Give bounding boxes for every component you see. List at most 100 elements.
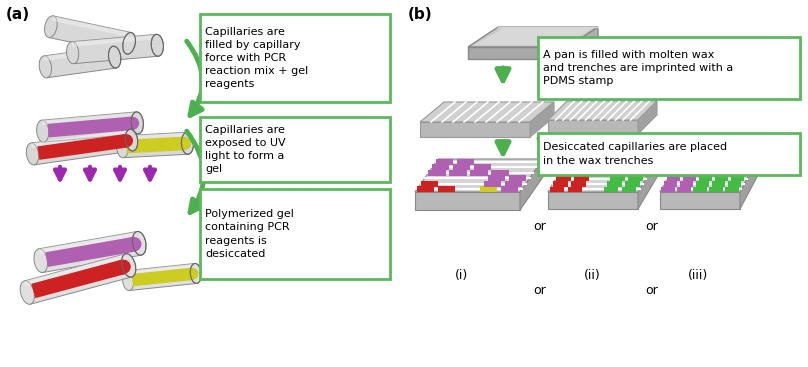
Polygon shape	[638, 160, 657, 209]
Text: or: or	[536, 132, 549, 145]
Polygon shape	[607, 181, 621, 187]
Polygon shape	[660, 192, 740, 209]
Polygon shape	[673, 165, 686, 171]
FancyBboxPatch shape	[200, 14, 390, 102]
Polygon shape	[505, 181, 522, 186]
Polygon shape	[484, 181, 501, 186]
Ellipse shape	[125, 129, 137, 151]
Ellipse shape	[131, 112, 144, 134]
Polygon shape	[470, 170, 488, 175]
Polygon shape	[739, 160, 753, 166]
Polygon shape	[480, 186, 497, 192]
Polygon shape	[667, 176, 680, 181]
Polygon shape	[718, 171, 731, 176]
Polygon shape	[566, 160, 580, 166]
Polygon shape	[660, 160, 757, 192]
Ellipse shape	[27, 143, 39, 165]
Polygon shape	[664, 181, 677, 187]
Polygon shape	[621, 186, 637, 192]
Polygon shape	[699, 176, 712, 181]
Polygon shape	[638, 101, 657, 134]
Polygon shape	[48, 16, 132, 54]
FancyBboxPatch shape	[200, 117, 390, 182]
Polygon shape	[628, 176, 642, 181]
Polygon shape	[31, 129, 131, 148]
Polygon shape	[625, 181, 639, 187]
Polygon shape	[474, 164, 491, 170]
Text: (ii): (ii)	[583, 269, 600, 281]
Polygon shape	[53, 16, 132, 37]
Polygon shape	[508, 175, 526, 181]
Polygon shape	[548, 120, 638, 134]
Polygon shape	[740, 160, 757, 209]
Ellipse shape	[39, 56, 52, 78]
Polygon shape	[127, 264, 196, 275]
Polygon shape	[453, 164, 470, 170]
Text: (i): (i)	[456, 269, 469, 281]
Text: Polymerized gel
containing PCR
reagents is
desiccated: Polymerized gel containing PCR reagents …	[205, 209, 294, 259]
Polygon shape	[731, 176, 744, 181]
Text: (iii): (iii)	[688, 269, 708, 281]
Polygon shape	[122, 132, 188, 158]
Polygon shape	[610, 176, 625, 181]
Polygon shape	[617, 165, 631, 171]
Text: (b): (b)	[408, 7, 432, 22]
Ellipse shape	[34, 249, 48, 273]
Polygon shape	[468, 27, 598, 47]
Ellipse shape	[116, 136, 128, 158]
Polygon shape	[737, 165, 750, 171]
Polygon shape	[556, 176, 570, 181]
Ellipse shape	[176, 137, 191, 150]
Polygon shape	[42, 112, 138, 142]
Text: or: or	[646, 284, 659, 298]
Polygon shape	[638, 160, 652, 166]
Polygon shape	[567, 186, 583, 192]
Ellipse shape	[125, 237, 141, 252]
Ellipse shape	[36, 120, 48, 142]
Polygon shape	[688, 165, 702, 171]
Polygon shape	[48, 117, 133, 137]
Polygon shape	[705, 165, 718, 171]
Ellipse shape	[185, 268, 199, 280]
Polygon shape	[45, 237, 135, 267]
Polygon shape	[420, 122, 530, 137]
Polygon shape	[415, 159, 543, 192]
Text: or: or	[533, 284, 546, 298]
Polygon shape	[132, 268, 192, 286]
Polygon shape	[686, 171, 699, 176]
Polygon shape	[487, 175, 505, 181]
Polygon shape	[634, 165, 649, 171]
Polygon shape	[559, 171, 574, 176]
Ellipse shape	[122, 254, 136, 277]
Polygon shape	[428, 170, 446, 175]
Text: or: or	[646, 221, 659, 233]
Polygon shape	[548, 160, 657, 192]
Polygon shape	[574, 176, 589, 181]
Polygon shape	[24, 254, 127, 286]
Ellipse shape	[20, 281, 35, 304]
Polygon shape	[562, 165, 577, 171]
Ellipse shape	[118, 134, 133, 148]
Polygon shape	[37, 134, 127, 160]
Polygon shape	[72, 34, 157, 47]
Ellipse shape	[151, 34, 163, 56]
Polygon shape	[491, 170, 509, 175]
Polygon shape	[122, 132, 187, 141]
Polygon shape	[432, 164, 449, 170]
Ellipse shape	[124, 117, 139, 130]
Polygon shape	[662, 186, 675, 192]
Polygon shape	[417, 186, 434, 192]
Polygon shape	[677, 186, 691, 192]
Polygon shape	[696, 181, 709, 187]
Polygon shape	[31, 129, 133, 165]
FancyBboxPatch shape	[200, 189, 390, 279]
Polygon shape	[675, 160, 688, 166]
Polygon shape	[570, 181, 586, 187]
Text: (a): (a)	[6, 7, 30, 22]
Ellipse shape	[190, 264, 201, 283]
Polygon shape	[44, 46, 114, 61]
Polygon shape	[709, 186, 722, 192]
Polygon shape	[72, 34, 158, 63]
Text: Capillaries are
filled by capillary
force with PCR
reaction mix + gel
reagents: Capillaries are filled by capillary forc…	[205, 26, 308, 90]
Polygon shape	[501, 186, 518, 192]
